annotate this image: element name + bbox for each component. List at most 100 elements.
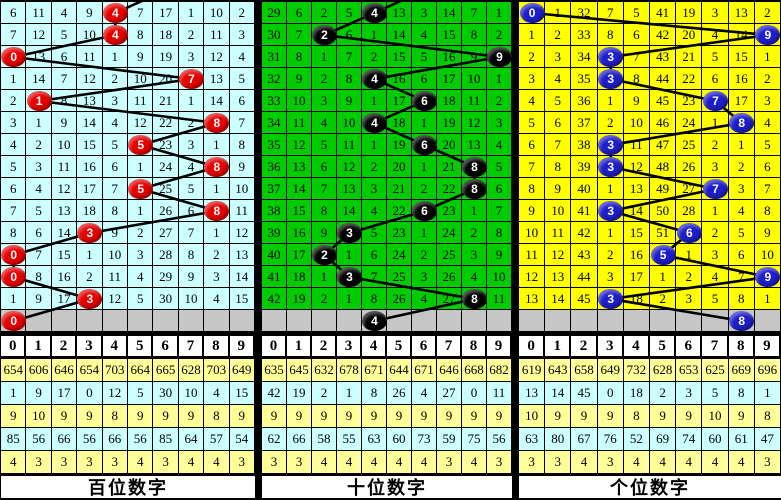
omission-cell: 1 bbox=[127, 200, 154, 222]
omission-cell: 16 bbox=[728, 68, 755, 90]
stat-cell: 74 bbox=[676, 428, 703, 451]
stat-cell: 4 bbox=[204, 382, 230, 405]
omission-cell: 26 bbox=[153, 200, 179, 222]
omission-cell bbox=[312, 310, 337, 332]
omission-cell: 17 bbox=[77, 178, 103, 200]
omission-cell: 8 bbox=[287, 46, 312, 68]
omission-cell: 2 bbox=[178, 24, 205, 46]
stat-cell: 8 bbox=[623, 405, 650, 428]
omission-cell: 18 bbox=[153, 24, 179, 46]
stat-cell: 73 bbox=[412, 428, 437, 451]
omission-cell: 14 bbox=[26, 68, 52, 90]
omission-cell: 14 bbox=[728, 24, 755, 46]
omission-cell: 12 bbox=[337, 156, 362, 178]
stat-cell: 635 bbox=[262, 359, 287, 382]
omission-cell: 3 bbox=[412, 2, 437, 24]
stat-cell: 9 bbox=[362, 405, 387, 428]
omission-cell: 13 bbox=[623, 178, 650, 200]
omission-cell: 6 bbox=[102, 156, 128, 178]
omission-cell: 5 bbox=[178, 178, 205, 200]
omission-cell: 2 bbox=[312, 68, 337, 90]
omission-cell: 1 bbox=[676, 244, 703, 266]
omission-cell: 23 bbox=[676, 90, 703, 112]
omission-cell: 3 bbox=[728, 178, 755, 200]
drawn-digit-ball: 2 bbox=[312, 25, 337, 45]
stat-cell: 8 bbox=[102, 405, 128, 428]
stat-cell: 4 bbox=[728, 451, 755, 474]
panel-separator bbox=[512, 0, 518, 500]
omission-cell: 8 bbox=[312, 200, 337, 222]
omission-cell: 11 bbox=[462, 90, 487, 112]
stat-cell: 9 bbox=[178, 405, 205, 428]
drawn-digit-ball: 6 bbox=[676, 223, 702, 243]
omission-cell: 2 bbox=[127, 222, 154, 244]
omission-cell: 1 bbox=[178, 90, 205, 112]
omission-cell: 6 bbox=[623, 24, 650, 46]
drawn-digit-ball: 4 bbox=[362, 113, 387, 133]
omission-cell: 6 bbox=[487, 178, 512, 200]
stat-cell: 63 bbox=[362, 428, 387, 451]
omission-cell: 8 bbox=[623, 68, 650, 90]
digit-header-cell: 0 bbox=[519, 336, 546, 356]
omission-cell: 3 bbox=[702, 2, 729, 24]
stat-cell: 671 bbox=[362, 359, 387, 382]
omission-cell: 11 bbox=[229, 200, 255, 222]
omission-cell bbox=[77, 310, 103, 332]
omission-cell: 1 bbox=[487, 68, 512, 90]
omission-cell: 2 bbox=[312, 2, 337, 24]
ones-stats-table: 619 643 658 649 732 628 653 625 669 696 13 14 45 0 18 2… bbox=[519, 359, 781, 474]
digit-header-cell: 6 bbox=[676, 336, 703, 356]
footer-text: 个位数字 bbox=[610, 478, 690, 499]
omission-cell: 10 bbox=[487, 266, 512, 288]
stat-cell: 0 bbox=[597, 382, 624, 405]
omission-cell bbox=[127, 310, 154, 332]
digit-header-cell: 2 bbox=[571, 336, 598, 356]
digit-header-cell: 3 bbox=[77, 336, 103, 356]
stat-cell: 4 bbox=[127, 451, 154, 474]
stat-cell: 85 bbox=[153, 428, 179, 451]
omission-cell: 11 bbox=[487, 288, 512, 310]
omission-cell: 10 bbox=[229, 178, 255, 200]
stat-cell: 19 bbox=[287, 382, 312, 405]
omission-cell: 6 bbox=[1, 2, 27, 24]
stat-cell: 644 bbox=[387, 359, 412, 382]
omission-cell: 1 bbox=[337, 288, 362, 310]
omission-cell: 16 bbox=[51, 266, 78, 288]
omission-cell: 11 bbox=[77, 46, 103, 68]
omission-cell: 1 bbox=[597, 222, 624, 244]
omission-cell: 7 bbox=[337, 46, 362, 68]
omission-cell: 6 bbox=[312, 156, 337, 178]
digit-header-cell: 3 bbox=[598, 336, 624, 356]
omission-cell: 17 bbox=[51, 288, 78, 310]
omission-cell bbox=[597, 310, 624, 332]
omission-cell: 5 bbox=[312, 134, 337, 156]
omission-cell: 38 bbox=[262, 200, 287, 222]
stat-cell: 658 bbox=[571, 359, 598, 382]
omission-cell bbox=[337, 310, 362, 332]
divider-band bbox=[1, 356, 255, 359]
omission-cell: 28 bbox=[676, 200, 703, 222]
drawn-digit-ball: 9 bbox=[487, 47, 512, 67]
drawn-digit-ball: 6 bbox=[412, 91, 437, 111]
omission-cell: 12 bbox=[519, 266, 546, 288]
stat-cell: 56 bbox=[26, 428, 52, 451]
stat-cell: 59 bbox=[437, 428, 462, 451]
omission-cell: 2 bbox=[597, 112, 624, 134]
omission-cell: 36 bbox=[262, 156, 287, 178]
drawn-digit-ball: 3 bbox=[337, 267, 362, 287]
omission-cell: 14 bbox=[387, 24, 412, 46]
omission-cell: 6 bbox=[26, 222, 52, 244]
stat-cell: 4 bbox=[337, 451, 362, 474]
omission-cell: 7 bbox=[754, 178, 781, 200]
omission-cell: 4 bbox=[519, 90, 546, 112]
omission-cell: 1 bbox=[754, 46, 781, 68]
stat-cell: 8 bbox=[362, 382, 387, 405]
omission-cell: 2 bbox=[702, 134, 729, 156]
omission-cell: 12 bbox=[51, 178, 78, 200]
digit-header-cell: 9 bbox=[230, 336, 255, 356]
omission-cell: 11 bbox=[127, 90, 154, 112]
omission-cell: 3 bbox=[1, 112, 27, 134]
omission-cell: 10 bbox=[178, 288, 205, 310]
omission-cell: 16 bbox=[437, 46, 462, 68]
